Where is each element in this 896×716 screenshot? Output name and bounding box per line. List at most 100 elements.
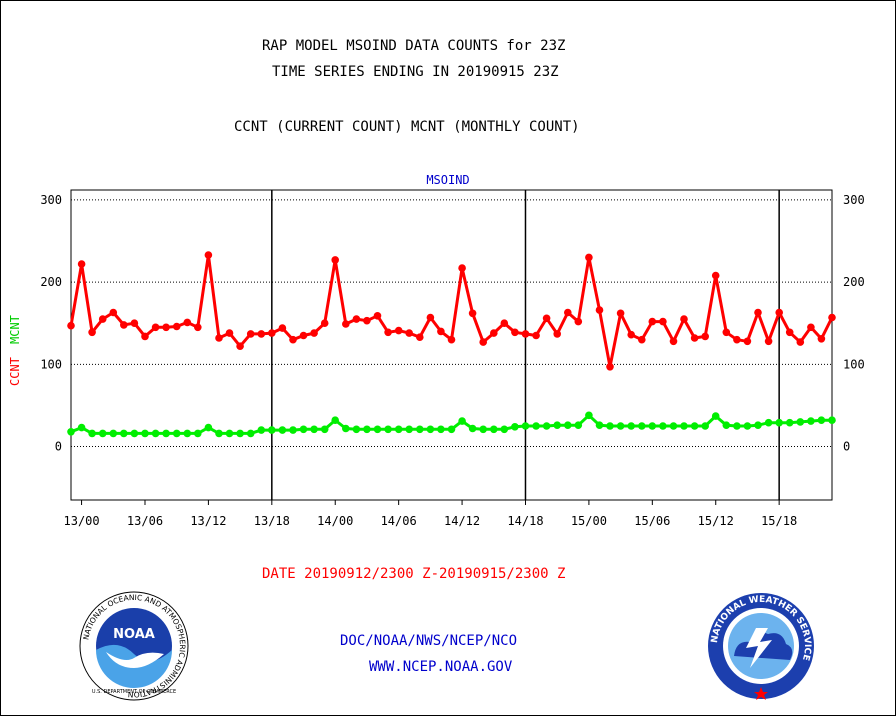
data-point-ccnt — [754, 308, 762, 317]
data-point-ccnt — [828, 313, 836, 322]
x-tick-label: 14/18 — [507, 514, 543, 528]
y-tick-label-right: 300 — [843, 193, 865, 207]
data-point-mcnt — [743, 422, 752, 430]
date-range: DATE 20190912/2300 Z-20190915/2300 Z — [262, 566, 566, 582]
chart-subtitle: CCNT (CURRENT COUNT) MCNT (MONTHLY COUNT… — [234, 119, 580, 135]
data-point-ccnt — [796, 338, 805, 346]
data-point-mcnt — [88, 429, 96, 438]
data-point-ccnt — [585, 253, 593, 262]
data-point-mcnt — [278, 426, 287, 434]
data-point-ccnt — [817, 335, 826, 343]
data-point-mcnt — [373, 425, 382, 434]
data-point-mcnt — [437, 425, 445, 434]
data-point-mcnt — [595, 421, 604, 430]
grid-layer — [71, 199, 832, 448]
data-point-ccnt — [268, 329, 276, 337]
series-layer — [67, 251, 836, 438]
data-point-ccnt — [616, 309, 625, 318]
data-point-ccnt — [490, 329, 498, 337]
data-point-mcnt — [733, 422, 741, 430]
ncep-url-link[interactable]: WWW.NCEP.NOAA.GOV — [369, 659, 513, 675]
data-point-mcnt — [701, 422, 709, 430]
y-tick-label-right: 200 — [843, 275, 865, 289]
data-point-mcnt — [828, 416, 836, 425]
data-point-mcnt — [500, 425, 509, 434]
data-point-ccnt — [363, 316, 371, 325]
noaa-bottom-text: U.S. DEPARTMENT OF COMMERCE — [92, 689, 176, 695]
data-point-mcnt — [490, 425, 498, 434]
data-point-mcnt — [299, 425, 308, 434]
y-tick-label-left: 200 — [40, 275, 62, 289]
data-point-ccnt — [627, 330, 635, 339]
data-point-ccnt — [342, 320, 350, 328]
data-point-mcnt — [532, 422, 540, 430]
data-point-mcnt — [363, 425, 371, 434]
series-ccnt — [67, 251, 836, 371]
data-point-ccnt — [109, 308, 118, 317]
data-point-ccnt — [257, 330, 266, 338]
chart-title-line1: RAP MODEL MSOIND DATA COUNTS for 23Z — [262, 38, 566, 54]
x-tick-label: 14/12 — [444, 514, 480, 528]
data-point-mcnt — [194, 429, 202, 438]
data-point-ccnt — [711, 271, 720, 280]
data-point-ccnt — [553, 330, 561, 338]
data-point-ccnt — [511, 328, 519, 337]
data-point-mcnt — [711, 412, 720, 420]
nws-logo: NATIONAL WEATHER SERVICE — [708, 593, 814, 700]
x-tick-label: 15/18 — [761, 514, 797, 528]
y-tick-label-left: 0 — [55, 440, 62, 454]
data-point-mcnt — [342, 424, 350, 433]
data-point-ccnt — [426, 313, 435, 322]
data-point-mcnt — [109, 429, 118, 438]
data-point-mcnt — [246, 429, 255, 438]
data-point-ccnt — [130, 319, 139, 328]
x-tick-label: 15/06 — [634, 514, 670, 528]
x-tick-label: 14/06 — [381, 514, 417, 528]
x-tick-label: 14/00 — [317, 514, 353, 528]
data-point-ccnt — [215, 334, 223, 342]
data-point-mcnt — [775, 418, 783, 427]
data-point-mcnt — [120, 429, 128, 438]
series-mcnt — [67, 411, 836, 438]
data-point-mcnt — [807, 417, 815, 425]
data-point-mcnt — [754, 421, 762, 430]
data-point-ccnt — [532, 331, 540, 340]
y-tick-label-right: 0 — [843, 440, 850, 454]
y-tick-label-left: 300 — [40, 193, 62, 207]
data-point-ccnt — [405, 329, 414, 337]
data-point-mcnt — [553, 421, 561, 430]
chart-title-line2: TIME SERIES ENDING IN 20190915 23Z — [272, 64, 559, 80]
data-point-ccnt — [638, 335, 646, 344]
data-point-ccnt — [722, 328, 731, 337]
data-point-mcnt — [236, 429, 244, 438]
data-point-mcnt — [447, 425, 456, 434]
data-point-ccnt — [521, 330, 530, 338]
data-point-mcnt — [130, 429, 139, 438]
data-point-ccnt — [225, 329, 234, 337]
data-point-mcnt — [817, 416, 826, 425]
data-point-ccnt — [416, 333, 424, 342]
data-point-mcnt — [310, 425, 318, 434]
data-point-ccnt — [183, 318, 192, 327]
day-divider-layer — [271, 190, 780, 500]
x-tick-label: 13/18 — [254, 514, 290, 528]
data-point-mcnt — [542, 422, 551, 430]
noaa-logo-text: NOAA — [113, 627, 155, 642]
data-point-ccnt — [701, 332, 709, 341]
data-point-mcnt — [648, 422, 657, 430]
data-point-mcnt — [722, 421, 731, 430]
tick-layer: 0 0 100 100 200 200 300 300 13/00 13/06 13/12 13/18… — [40, 193, 864, 528]
data-point-ccnt — [151, 323, 160, 332]
y-axis-label-mcnt: MCNT — [8, 315, 22, 344]
data-point-ccnt — [807, 323, 815, 332]
data-point-mcnt — [764, 418, 773, 427]
data-point-ccnt — [500, 319, 509, 328]
data-point-mcnt — [331, 416, 340, 425]
data-point-mcnt — [458, 417, 466, 425]
data-point-mcnt — [796, 418, 805, 426]
data-point-ccnt — [77, 260, 86, 268]
data-point-ccnt — [310, 329, 318, 337]
data-point-mcnt — [405, 425, 414, 434]
y-tick-label-left: 100 — [40, 357, 62, 371]
